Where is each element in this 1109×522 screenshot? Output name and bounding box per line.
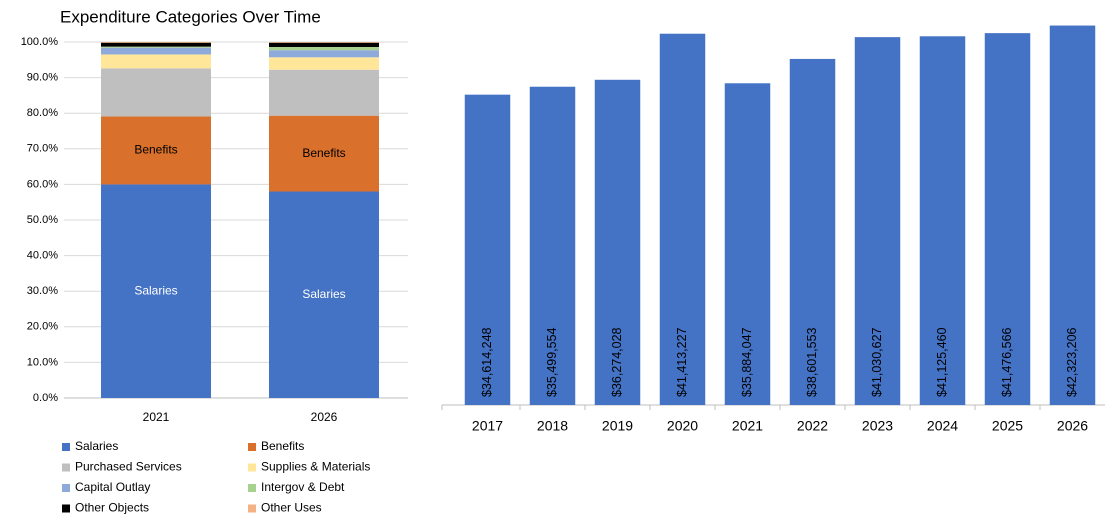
- x-tick-label: 2026: [311, 410, 338, 424]
- legend-swatch: [62, 463, 70, 472]
- y-tick-label: 60.0%: [27, 178, 58, 190]
- y-tick-label: 20.0%: [27, 321, 58, 333]
- x-tick-label: 2026: [1057, 418, 1088, 434]
- bar: [789, 58, 836, 405]
- y-tick-label: 80.0%: [27, 107, 58, 119]
- bar-segment: [269, 115, 379, 192]
- x-tick-label: 2021: [732, 418, 763, 434]
- legend-label: Other Uses: [261, 501, 322, 515]
- segment-label: Salaries: [134, 283, 177, 297]
- bar: [1049, 25, 1096, 405]
- legend-swatch: [62, 484, 70, 492]
- value-label: $38,601,553: [805, 327, 819, 397]
- legend-swatch: [248, 484, 256, 492]
- legend-label: Intergov & Debt: [261, 480, 345, 494]
- y-tick-label: 70.0%: [27, 143, 58, 155]
- legend-label: Other Objects: [75, 501, 149, 515]
- bar-segment: [101, 184, 211, 398]
- bar: [529, 86, 576, 405]
- segment-label: Benefits: [302, 146, 345, 160]
- legend-label: Benefits: [261, 439, 304, 453]
- legend-label: Salaries: [75, 439, 118, 453]
- bar-segment: [101, 42, 211, 43]
- value-label: $41,125,460: [935, 327, 949, 397]
- bar-segment: [269, 46, 379, 51]
- y-tick-label: 10.0%: [27, 356, 58, 368]
- legend-label: Purchased Services: [75, 460, 182, 474]
- x-tick-label: 2018: [537, 418, 568, 434]
- value-label: $41,476,566: [1000, 327, 1014, 397]
- bar: [594, 79, 641, 405]
- bar: [724, 83, 771, 406]
- bar: [464, 94, 511, 406]
- bar-segment: [101, 54, 211, 69]
- bar-segment: [269, 42, 379, 47]
- bar: [984, 33, 1031, 405]
- value-label: $35,499,554: [545, 327, 559, 397]
- value-label: $41,413,227: [675, 327, 689, 397]
- y-tick-label: 0.0%: [33, 392, 58, 404]
- bar: [854, 37, 901, 405]
- y-tick-label: 90.0%: [27, 72, 58, 84]
- segment-label: Benefits: [134, 143, 177, 157]
- value-label: $42,323,206: [1065, 327, 1079, 397]
- legend-swatch: [62, 504, 70, 513]
- x-tick-label: 2017: [472, 418, 503, 434]
- legend-label: Capital Outlay: [75, 480, 150, 494]
- bar-segment: [101, 116, 211, 185]
- segment-label: Salaries: [302, 287, 345, 301]
- bar-segment: [269, 50, 379, 58]
- chart-title: Expenditure Categories Over Time: [60, 7, 321, 26]
- y-tick-label: 40.0%: [27, 250, 58, 262]
- bar: [919, 36, 966, 406]
- bar-segment: [269, 191, 379, 398]
- legend-swatch: [248, 463, 256, 472]
- bar-segment: [101, 42, 211, 47]
- bar-segment: [101, 47, 211, 55]
- x-tick-label: 2022: [797, 418, 828, 434]
- x-tick-label: 2025: [992, 418, 1023, 434]
- y-tick-label: 50.0%: [27, 214, 58, 226]
- bar-segment: [269, 57, 379, 70]
- bar: [659, 33, 706, 406]
- value-label: $36,274,028: [610, 327, 624, 397]
- legend-label: Supplies & Materials: [261, 460, 370, 474]
- y-tick-label: 100.0%: [21, 36, 59, 48]
- x-tick-label: 2020: [667, 418, 698, 434]
- x-tick-label: 2024: [927, 418, 958, 434]
- value-label: $34,614,248: [480, 327, 494, 397]
- bar-segment: [269, 42, 379, 43]
- value-label: $35,884,047: [740, 327, 754, 397]
- x-tick-label: 2021: [143, 410, 170, 424]
- legend-swatch: [62, 443, 70, 451]
- legend-swatch: [248, 443, 256, 451]
- bar-segment: [101, 68, 211, 117]
- value-label: $41,030,627: [870, 327, 884, 397]
- x-tick-label: 2019: [602, 418, 633, 434]
- legend-swatch: [248, 504, 256, 513]
- x-tick-label: 2023: [862, 418, 893, 434]
- y-tick-label: 30.0%: [27, 285, 58, 297]
- bar-segment: [269, 69, 379, 116]
- bar-segment: [101, 46, 211, 48]
